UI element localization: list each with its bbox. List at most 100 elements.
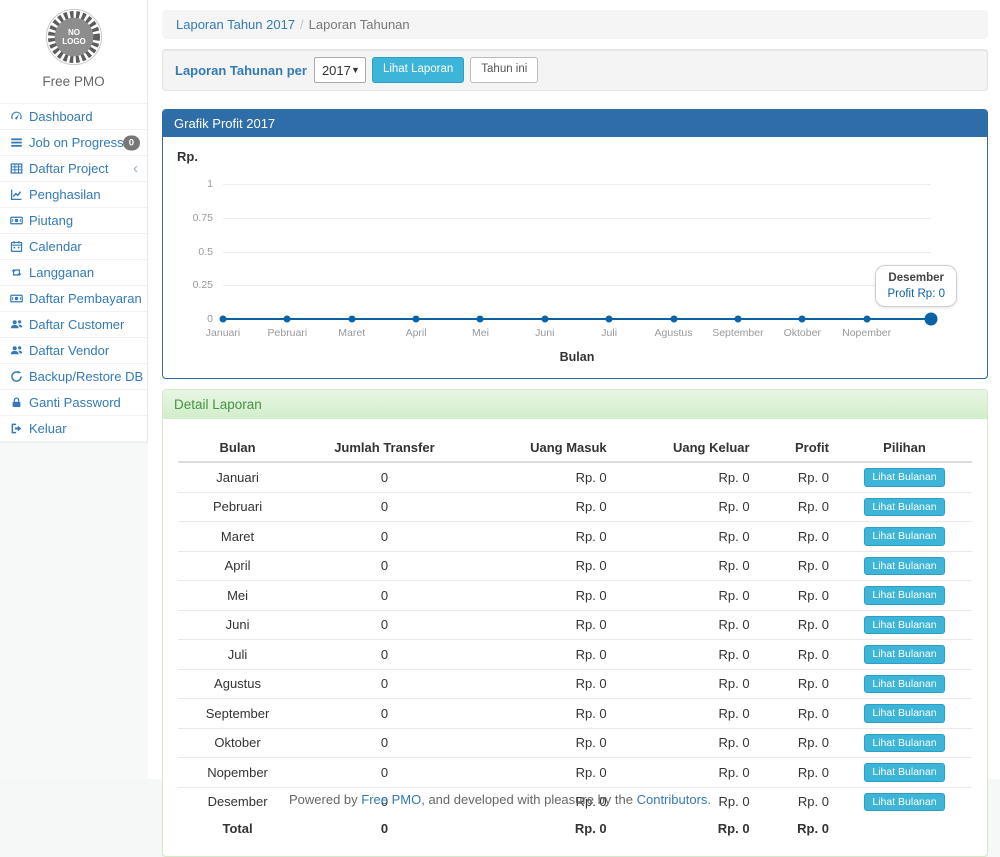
cell-profit: Rp. 0: [757, 491, 837, 522]
view-monthly-button[interactable]: Lihat Bulanan: [864, 792, 945, 811]
view-monthly-button[interactable]: Lihat Bulanan: [864, 733, 945, 752]
cell-uang-masuk: Rp. 0: [471, 698, 615, 728]
report-detail-panel: Detail Laporan Bulan Jumlah Transfer Uan…: [162, 389, 988, 857]
chart-data-point-nopember[interactable]: [863, 315, 871, 323]
col-jumlah-transfer: Jumlah Transfer: [297, 434, 472, 463]
chart-data-point-mei[interactable]: [476, 315, 484, 323]
chart-x-tick: Agustus: [654, 327, 693, 339]
sidebar-item-label: Piutang: [29, 213, 74, 228]
breadcrumb-link-year-report[interactable]: Laporan Tahun 2017: [176, 17, 296, 32]
total-keluar: Rp. 0: [717, 821, 750, 836]
year-select-value: 2017: [321, 62, 351, 78]
chart-panel-title: Grafik Profit 2017: [163, 110, 987, 137]
col-uang-masuk: Uang Masuk: [471, 434, 615, 463]
table-row-nopember: Nopember 0 Rp. 0 Rp. 0 Rp. 0 Lihat Bulanan: [178, 757, 972, 787]
chart-y-tick: 0.25: [192, 279, 213, 292]
chart-data-point-agustus[interactable]: [670, 315, 678, 323]
chart-data-point-januari[interactable]: [219, 315, 227, 323]
table-row-september: September 0 Rp. 0 Rp. 0 Rp. 0 Lihat Bulanan: [178, 698, 972, 728]
cell-uang-keluar: Rp. 0: [614, 639, 758, 669]
cell-uang-keluar: Rp. 0: [614, 521, 758, 551]
view-report-button[interactable]: Lihat Laporan: [371, 57, 465, 83]
this-year-button[interactable]: Tahun ini: [470, 57, 539, 83]
chart-line-series: [223, 184, 931, 319]
sidebar-item-piutang[interactable]: Piutang: [0, 207, 147, 233]
sidebar-item-ganti-password[interactable]: Ganti Password: [0, 389, 147, 415]
profit-chart-panel: Grafik Profit 2017 Rp. 1 0.75 0.5 0.25 0 Des…: [162, 109, 988, 379]
sidebar-item-dashboard[interactable]: Dashboard: [0, 103, 147, 129]
cell-uang-keluar: Rp. 0: [614, 757, 758, 787]
view-monthly-button[interactable]: Lihat Bulanan: [864, 615, 945, 634]
chart-data-point-april[interactable]: [412, 315, 420, 323]
chart-data-point-juni[interactable]: [541, 315, 549, 323]
table-row-juli: Juli 0 Rp. 0 Rp. 0 Rp. 0 Lihat Bulanan: [178, 639, 972, 669]
view-monthly-button[interactable]: Lihat Bulanan: [864, 527, 945, 546]
chart-data-point-pebruari[interactable]: [283, 315, 291, 323]
chart-tooltip-label: Desember: [888, 272, 945, 284]
chart-data-point-maret[interactable]: [348, 315, 356, 323]
chart-tooltip: Desember Profit Rp: 0: [875, 265, 957, 307]
sidebar-item-label: Backup/Restore DB: [29, 369, 144, 384]
cell-pilihan: Lihat Bulanan: [837, 462, 972, 492]
chart-data-point-desember[interactable]: [924, 312, 938, 326]
sidebar-item-daftar-customer[interactable]: Daftar Customer: [0, 311, 147, 337]
view-monthly-button[interactable]: Lihat Bulanan: [864, 763, 945, 782]
view-monthly-button[interactable]: Lihat Bulanan: [864, 674, 945, 693]
sidebar-item-label: Langganan: [29, 265, 95, 280]
col-bulan: Bulan: [178, 434, 298, 463]
chart-x-tick: Oktober: [783, 327, 821, 339]
sidebar: NO LOGO Free PMO Dashboard Job on Progres…: [0, 0, 148, 779]
page-footer: Powered by Free PMO, and developed with …: [0, 779, 1000, 819]
view-monthly-button[interactable]: Lihat Bulanan: [864, 704, 945, 723]
cell-pilihan: Lihat Bulanan: [836, 491, 972, 522]
view-monthly-button[interactable]: Lihat Bulanan: [864, 468, 945, 487]
cell-jumlah-transfer: 0: [297, 786, 472, 816]
cell-bulan: Mei: [178, 580, 298, 610]
sidebar-item-daftar-pembayaran[interactable]: Daftar Pembayaran: [0, 285, 147, 311]
total-transfer: 0: [380, 821, 389, 836]
sidebar-item-penghasilan[interactable]: Penghasilan: [0, 181, 147, 207]
cell-uang-keluar: Rp. 0: [614, 727, 758, 758]
view-monthly-button[interactable]: Lihat Bulanan: [864, 586, 945, 605]
line-chart-icon: [8, 188, 24, 201]
chart-x-tick: Januari: [205, 327, 241, 339]
chart-tooltip-value: Profit Rp: 0: [887, 288, 945, 300]
sidebar-item-job-on-progress[interactable]: Job on Progress 0: [0, 129, 147, 155]
sidebar-item-daftar-vendor[interactable]: Daftar Vendor: [0, 337, 147, 363]
sidebar-item-keluar[interactable]: Keluar: [0, 415, 147, 442]
cell-uang-masuk: Rp. 0: [471, 491, 615, 522]
chart-data-point-september[interactable]: [734, 315, 742, 323]
chart-data-point-oktober[interactable]: [798, 315, 806, 323]
view-monthly-button[interactable]: Lihat Bulanan: [864, 556, 945, 575]
chart-plot-area: 1 0.75 0.5 0.25 0 Desember Profit Rp: 0: [193, 178, 957, 326]
cell-bulan: Maret: [178, 521, 298, 551]
cell-bulan: Desember: [178, 786, 298, 816]
cell-bulan: Pebruari: [178, 491, 298, 522]
cell-jumlah-transfer: 0: [297, 521, 472, 551]
cell-uang-masuk: Rp. 0: [471, 580, 615, 610]
view-monthly-button[interactable]: Lihat Bulanan: [864, 645, 945, 664]
table-row-agustus: Agustus 0 Rp. 0 Rp. 0 Rp. 0 Lihat Bulanan: [178, 668, 972, 699]
chart-gridline: 0.5: [198, 246, 931, 258]
sidebar-item-label: Daftar Pembayaran: [29, 291, 142, 306]
cell-uang-keluar: Rp. 0: [614, 668, 758, 699]
sidebar-item-langganan[interactable]: Langganan: [0, 259, 147, 285]
footer-link-freepmo[interactable]: Free PMO: [361, 791, 422, 807]
chevron-left-icon: ‹: [133, 159, 138, 177]
sidebar-item-calendar[interactable]: Calendar: [0, 233, 147, 259]
sidebar-item-daftar-project[interactable]: Daftar Project ‹: [0, 155, 147, 181]
table-header-row: Bulan Jumlah Transfer Uang Masuk Uang Ke…: [178, 434, 972, 463]
chart-data-point-juli[interactable]: [605, 315, 613, 323]
table-row-mei: Mei 0 Rp. 0 Rp. 0 Rp. 0 Lihat Bulanan: [178, 580, 972, 610]
year-select[interactable]: 2017 ▼: [313, 57, 366, 83]
sidebar-item-label: Daftar Customer: [29, 317, 125, 332]
footer-link-contributors[interactable]: Contributors.: [636, 791, 712, 807]
sidebar-item-backup-restore-db[interactable]: Backup/Restore DB: [0, 363, 147, 389]
cell-uang-keluar: Rp. 0: [614, 491, 758, 522]
sidebar-item-label: Daftar Project: [29, 161, 109, 176]
view-monthly-button[interactable]: Lihat Bulanan: [864, 497, 945, 516]
cell-bulan: Agustus: [178, 668, 298, 699]
chevron-down-icon: ▼: [351, 65, 360, 75]
chart-x-tick: Pebruari: [267, 327, 308, 339]
